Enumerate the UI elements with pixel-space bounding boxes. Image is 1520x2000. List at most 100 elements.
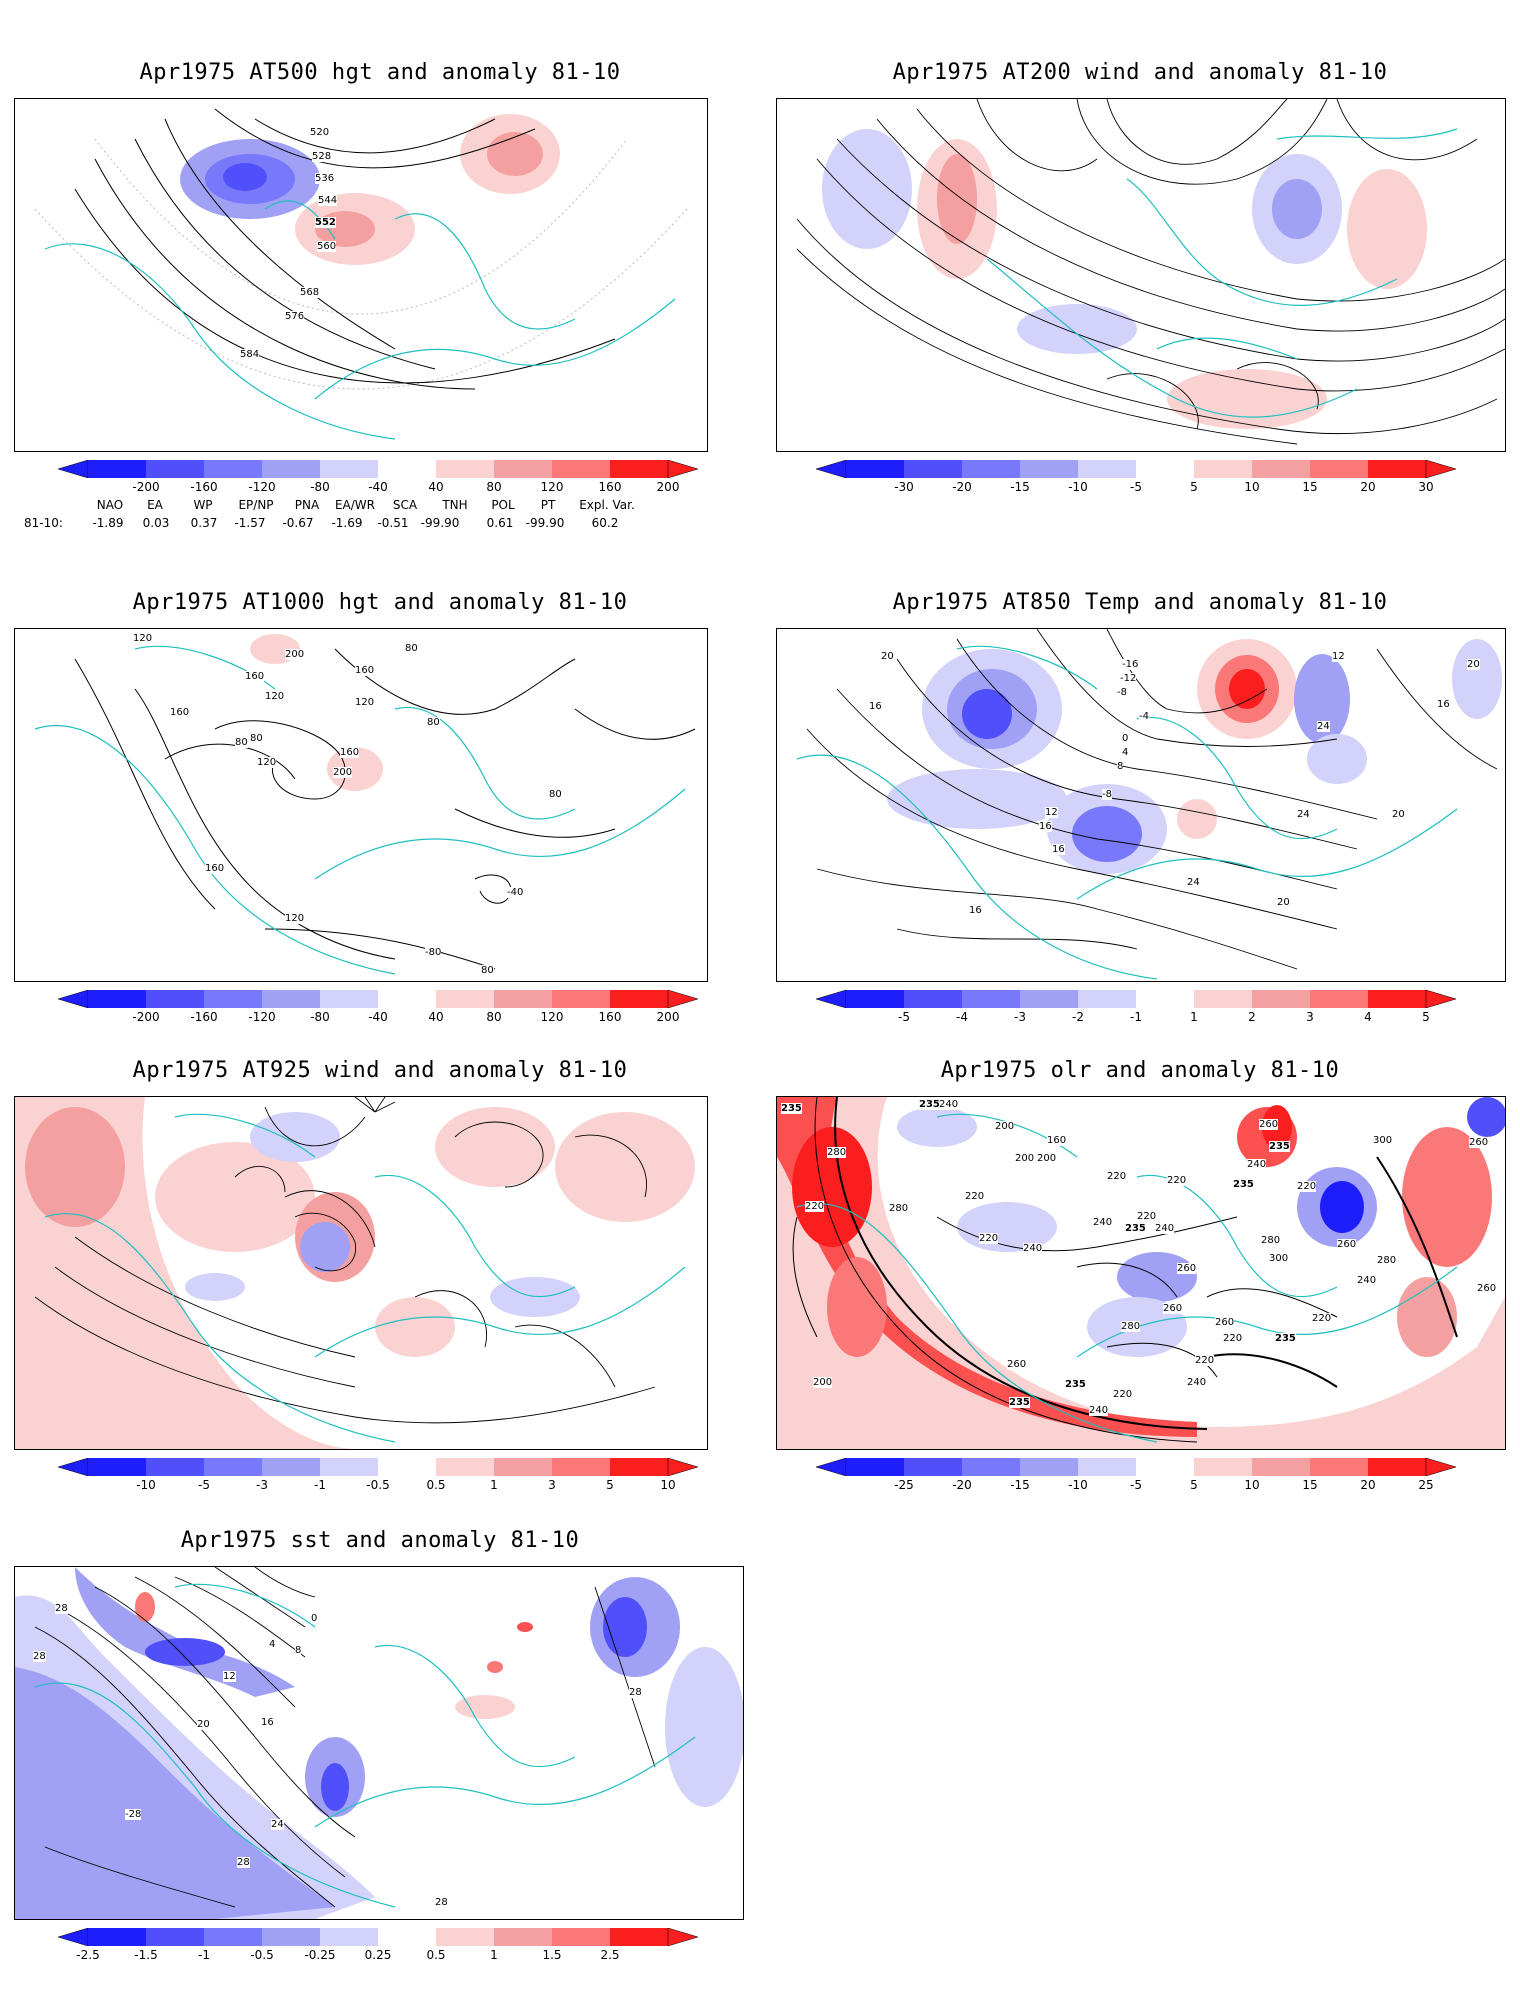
tele-header: WP — [193, 498, 213, 512]
contour-label: 160 — [1047, 1135, 1067, 1146]
tele-header: Expl. Var. — [579, 498, 635, 512]
colorbar-tick: -5 — [1130, 1478, 1142, 1492]
panel-u200: Apr1975 AT200 wind and anomaly 81-10 — [760, 60, 1520, 500]
contour-label: 120 — [133, 633, 153, 644]
colorbar-tick: 10 — [1244, 1478, 1260, 1492]
contour-label: 528 — [312, 151, 332, 162]
tele-value: -0.67 — [282, 516, 314, 530]
contour-label: 240 — [1187, 1377, 1207, 1388]
contour-label: 80 — [549, 789, 562, 800]
contour-label: 200 — [1037, 1153, 1057, 1164]
colorbar-swatches — [816, 460, 1456, 478]
contour-label: 20 — [197, 1719, 210, 1730]
tele-header: EA — [147, 498, 163, 512]
map-svg-u925 — [15, 1097, 695, 1449]
contour-label: 220 — [1113, 1389, 1133, 1400]
contour-label: 120 — [285, 913, 305, 924]
colorbar-tick: 15 — [1302, 480, 1318, 494]
colorbar-tick: 20 — [1360, 1478, 1376, 1492]
colorbar-tick: -80 — [310, 1010, 330, 1024]
colorbar-labels: -200 -160 -120 -80 -40 40 80 120 160 200 — [58, 480, 698, 500]
panel-title: Apr1975 AT200 wind and anomaly 81-10 — [892, 60, 1388, 85]
contour-label: 260 — [1337, 1239, 1357, 1250]
colorbar-tick: -200 — [132, 1010, 160, 1024]
tele-header: PT — [540, 498, 556, 512]
panel-z1000: Apr1975 AT1000 hgt and anomaly 81-10 120… — [0, 590, 760, 1024]
contour-label: 260 — [1007, 1359, 1027, 1370]
contour-label: 200 — [995, 1121, 1015, 1132]
contour-label: 240 — [1093, 1217, 1113, 1228]
contour-label: 280 — [1377, 1255, 1397, 1266]
contour-label: 235 — [1233, 1179, 1254, 1190]
colorbar-tick: -20 — [952, 480, 972, 494]
colorbar-swatches — [58, 460, 698, 478]
colorbar-tick: -120 — [248, 480, 276, 494]
tele-header: PNA — [294, 498, 320, 512]
contour-label: -80 — [425, 947, 442, 958]
contour-label: 80 — [235, 737, 248, 748]
contour-label: 220 — [1312, 1313, 1332, 1324]
contour-label: 235 — [919, 1099, 940, 1110]
colorbar-tick: -1 — [1130, 1010, 1142, 1024]
contour-label: 300 — [1269, 1253, 1289, 1264]
contour-label: 16 — [1437, 699, 1450, 710]
contour-label: 80 — [427, 717, 440, 728]
colorbar-tick: 15 — [1302, 1478, 1318, 1492]
colorbar-tick: -1.5 — [134, 1948, 158, 1962]
contour-label: 280 — [1121, 1321, 1141, 1332]
map-svg-u200 — [796, 99, 1505, 445]
colorbar-tick: 10 — [1244, 480, 1260, 494]
map-u925 — [14, 1096, 708, 1450]
panel-title: Apr1975 AT1000 hgt and anomaly 81-10 — [132, 590, 628, 615]
colorbar-tick: 1 — [1190, 1010, 1198, 1024]
colorbar-swatches — [816, 990, 1456, 1008]
colorbar-tick: 2 — [1248, 1010, 1256, 1024]
colorbar-tick: 1 — [490, 1478, 498, 1492]
colorbar-swatches — [58, 990, 698, 1008]
colorbar-tick: -120 — [248, 1010, 276, 1024]
contour-label: 235 — [1065, 1379, 1086, 1390]
contour-label: 220 — [1167, 1175, 1187, 1186]
colorbar-sst: -2.5 -1.5 -1 -0.5 -0.25 0.25 0.5 1 1.5 2… — [58, 1928, 698, 1968]
colorbar-tick: -80 — [310, 480, 330, 494]
colorbar-swatches — [816, 1458, 1456, 1476]
contour-label: 24 — [271, 1819, 284, 1830]
colorbar-u200: -30 -20 -15 -10 -5 5 10 15 20 30 — [816, 460, 1456, 500]
contour-label: 4 — [269, 1639, 276, 1650]
contour-label: 576 — [285, 311, 305, 322]
panel-title: Apr1975 olr and anomaly 81-10 — [940, 1058, 1340, 1083]
contour-label: 220 — [1137, 1211, 1157, 1222]
colorbar-tick: -5 — [1130, 480, 1142, 494]
colorbar-tick: -15 — [1010, 1478, 1030, 1492]
tele-header: TNH — [442, 498, 468, 512]
contour-label: 12 — [223, 1671, 236, 1682]
colorbar-tick: -2 — [1072, 1010, 1084, 1024]
contour-label: 80 — [405, 643, 418, 654]
colorbar-tick: 20 — [1360, 480, 1376, 494]
colorbar-tick: 3 — [1306, 1010, 1314, 1024]
contour-label: 0 — [1122, 733, 1129, 744]
contour-label: 20 — [1277, 897, 1290, 908]
colorbar-swatches — [58, 1928, 698, 1946]
colorbar-tick: -3 — [256, 1478, 268, 1492]
colorbar-tick: 10 — [660, 1478, 676, 1492]
contour-label: 235 — [1009, 1397, 1030, 1408]
map-svg-z500 — [34, 108, 688, 440]
tele-value: 0.03 — [142, 516, 170, 530]
colorbar-tick: -40 — [368, 480, 388, 494]
colorbar-t850: -5 -4 -3 -2 -1 1 2 3 4 5 — [816, 990, 1456, 1030]
colorbar-tick: 5 — [1190, 480, 1198, 494]
contour-label: -16 — [1122, 659, 1139, 670]
contour-label: 8 — [295, 1645, 302, 1656]
contour-label: 28 — [435, 1897, 448, 1908]
contour-label: 220 — [1195, 1355, 1215, 1366]
contour-label: 120 — [257, 757, 277, 768]
colorbar-tick: 5 — [1422, 1010, 1430, 1024]
colorbar-tick: 40 — [428, 1010, 444, 1024]
contour-label: 28 — [33, 1651, 46, 1662]
teleconnection-table: NAO EA WP EP/NP PNA EA/WR SCA TNH POL PT… — [0, 498, 760, 538]
map-svg-t850 — [796, 629, 1502, 980]
contour-label: 20 — [1392, 809, 1405, 820]
colorbar-tick: -1 — [198, 1948, 210, 1962]
contour-label: 536 — [315, 173, 335, 184]
